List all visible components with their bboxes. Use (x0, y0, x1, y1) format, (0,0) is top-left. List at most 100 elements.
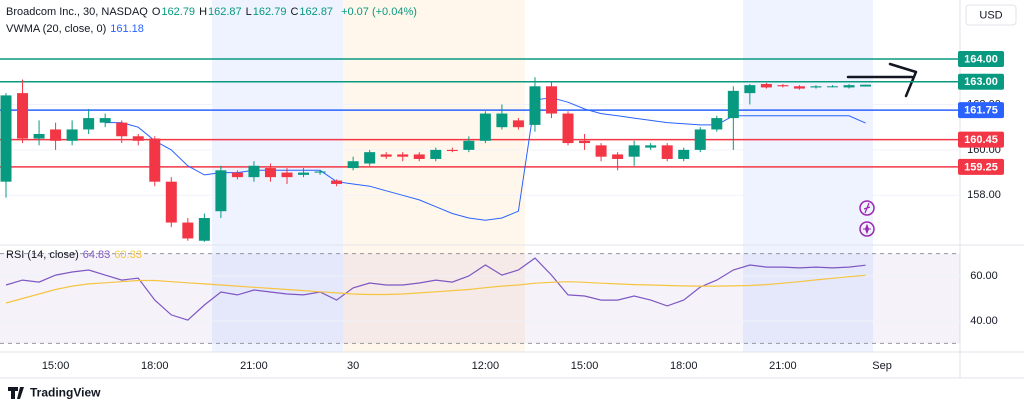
candle-body (529, 86, 541, 125)
x-tick-label: 30 (347, 360, 359, 372)
candle-body (182, 222, 194, 239)
y-tick-label: 40.00 (970, 315, 998, 327)
ohlc: O162.79 H162.87 L162.79 C162.87 (152, 6, 337, 18)
candle-body (413, 154, 425, 159)
candle-body (132, 136, 144, 141)
candle-body (727, 90, 739, 119)
arrow-drawing (846, 62, 918, 98)
candle-body (50, 129, 62, 141)
candle-body (99, 118, 111, 123)
candle-body (83, 118, 95, 130)
candle-body (264, 168, 276, 178)
candle-body (612, 154, 624, 159)
candle-body (628, 145, 640, 157)
candle-body (545, 86, 557, 114)
candle-body (678, 149, 690, 159)
candle-body (645, 145, 657, 148)
candle-body (430, 149, 442, 159)
indicator-name: VWMA (20, close, 0) (6, 23, 107, 35)
candle-body (694, 129, 706, 150)
candle-body (248, 165, 260, 178)
level-label-bg (958, 102, 1004, 119)
brand-logo (8, 387, 24, 399)
candle-body (446, 149, 458, 152)
rsi-legend: RSI (14, close) 64.83 60.33 (6, 249, 146, 261)
level-label: 164.00 (964, 53, 998, 65)
candle-body (793, 86, 805, 89)
candle-body (843, 85, 855, 88)
y-tick-label: 158.00 (967, 189, 1001, 201)
event-icon-glyph (863, 223, 871, 235)
candle-body (397, 154, 409, 157)
ohlc-value: 162.79 (252, 6, 287, 18)
candle-body (479, 113, 491, 141)
candle-body (512, 120, 524, 128)
event-icon[interactable] (859, 221, 875, 237)
candle-body (198, 218, 210, 241)
candle-body (711, 118, 723, 130)
ohlc-value: 162.87 (208, 6, 242, 18)
candle-body (579, 140, 591, 144)
ohlc-key: C (290, 6, 299, 18)
candle-body (744, 85, 756, 94)
candle-body (33, 133, 45, 139)
candle-body (777, 85, 789, 87)
level-label-bg (958, 73, 1004, 90)
ohlc-value: 162.79 (161, 6, 196, 18)
candle-body (827, 86, 838, 88)
candle-body (66, 129, 78, 141)
x-tick-label: 21:00 (769, 360, 797, 372)
candle-body (281, 172, 293, 178)
candle-body (0, 95, 12, 182)
indicator-value: 161.18 (110, 23, 144, 35)
candle-body (562, 113, 574, 144)
ohlc-key: L (245, 6, 252, 18)
indicator-value: 60.33 (114, 249, 142, 261)
candle-body (116, 122, 128, 137)
candle-body (380, 154, 392, 157)
ohlc-key: H (199, 6, 208, 18)
candle-body (298, 172, 310, 175)
candle-body (496, 113, 508, 128)
candle-body (760, 84, 772, 88)
currency-button[interactable] (965, 4, 1017, 26)
candle-body (347, 161, 359, 169)
brand: TradingView (30, 386, 101, 400)
candle-body (231, 172, 243, 178)
candle-body (17, 93, 29, 139)
level-label-bg (958, 131, 1004, 148)
symbol: Broadcom Inc., 30, NASDAQ (6, 6, 148, 18)
candle-body (165, 181, 177, 223)
x-tick-label: 18:00 (670, 360, 698, 372)
price-legend: Broadcom Inc., 30, NASDAQ O162.79 H162.87 L… (6, 6, 421, 18)
rsi-line (5, 257, 866, 321)
candle-body (463, 140, 475, 150)
candle-body (331, 180, 343, 184)
x-tick-label: 15:00 (571, 360, 599, 372)
candle-body (314, 171, 326, 173)
event-icon[interactable] (859, 200, 875, 216)
level-label: 160.45 (964, 134, 998, 146)
candle-body (661, 145, 673, 159)
x-tick-label: Sep (872, 360, 892, 372)
rsi-line (5, 274, 866, 304)
indicator-value: 64.83 (82, 249, 111, 261)
level-label-bg (958, 51, 1004, 68)
y-tick-label: 60.00 (970, 270, 998, 282)
x-tick-label: 15:00 (42, 360, 70, 372)
level-label: 163.00 (964, 76, 998, 88)
candle-body (810, 86, 822, 88)
vwma-line (105, 97, 866, 221)
x-tick-label: 12:00 (472, 360, 500, 372)
candle-body (149, 138, 161, 182)
ohlc-key: O (151, 6, 161, 18)
currency[interactable]: USD (979, 9, 1002, 21)
indicator-name: RSI (14, close) (6, 249, 79, 261)
event-icon-glyph (863, 202, 871, 214)
x-tick-label: 18:00 (141, 360, 169, 372)
level-label: 159.25 (964, 161, 998, 173)
candle-body (595, 145, 607, 157)
x-tick-label: 21:00 (240, 360, 268, 372)
